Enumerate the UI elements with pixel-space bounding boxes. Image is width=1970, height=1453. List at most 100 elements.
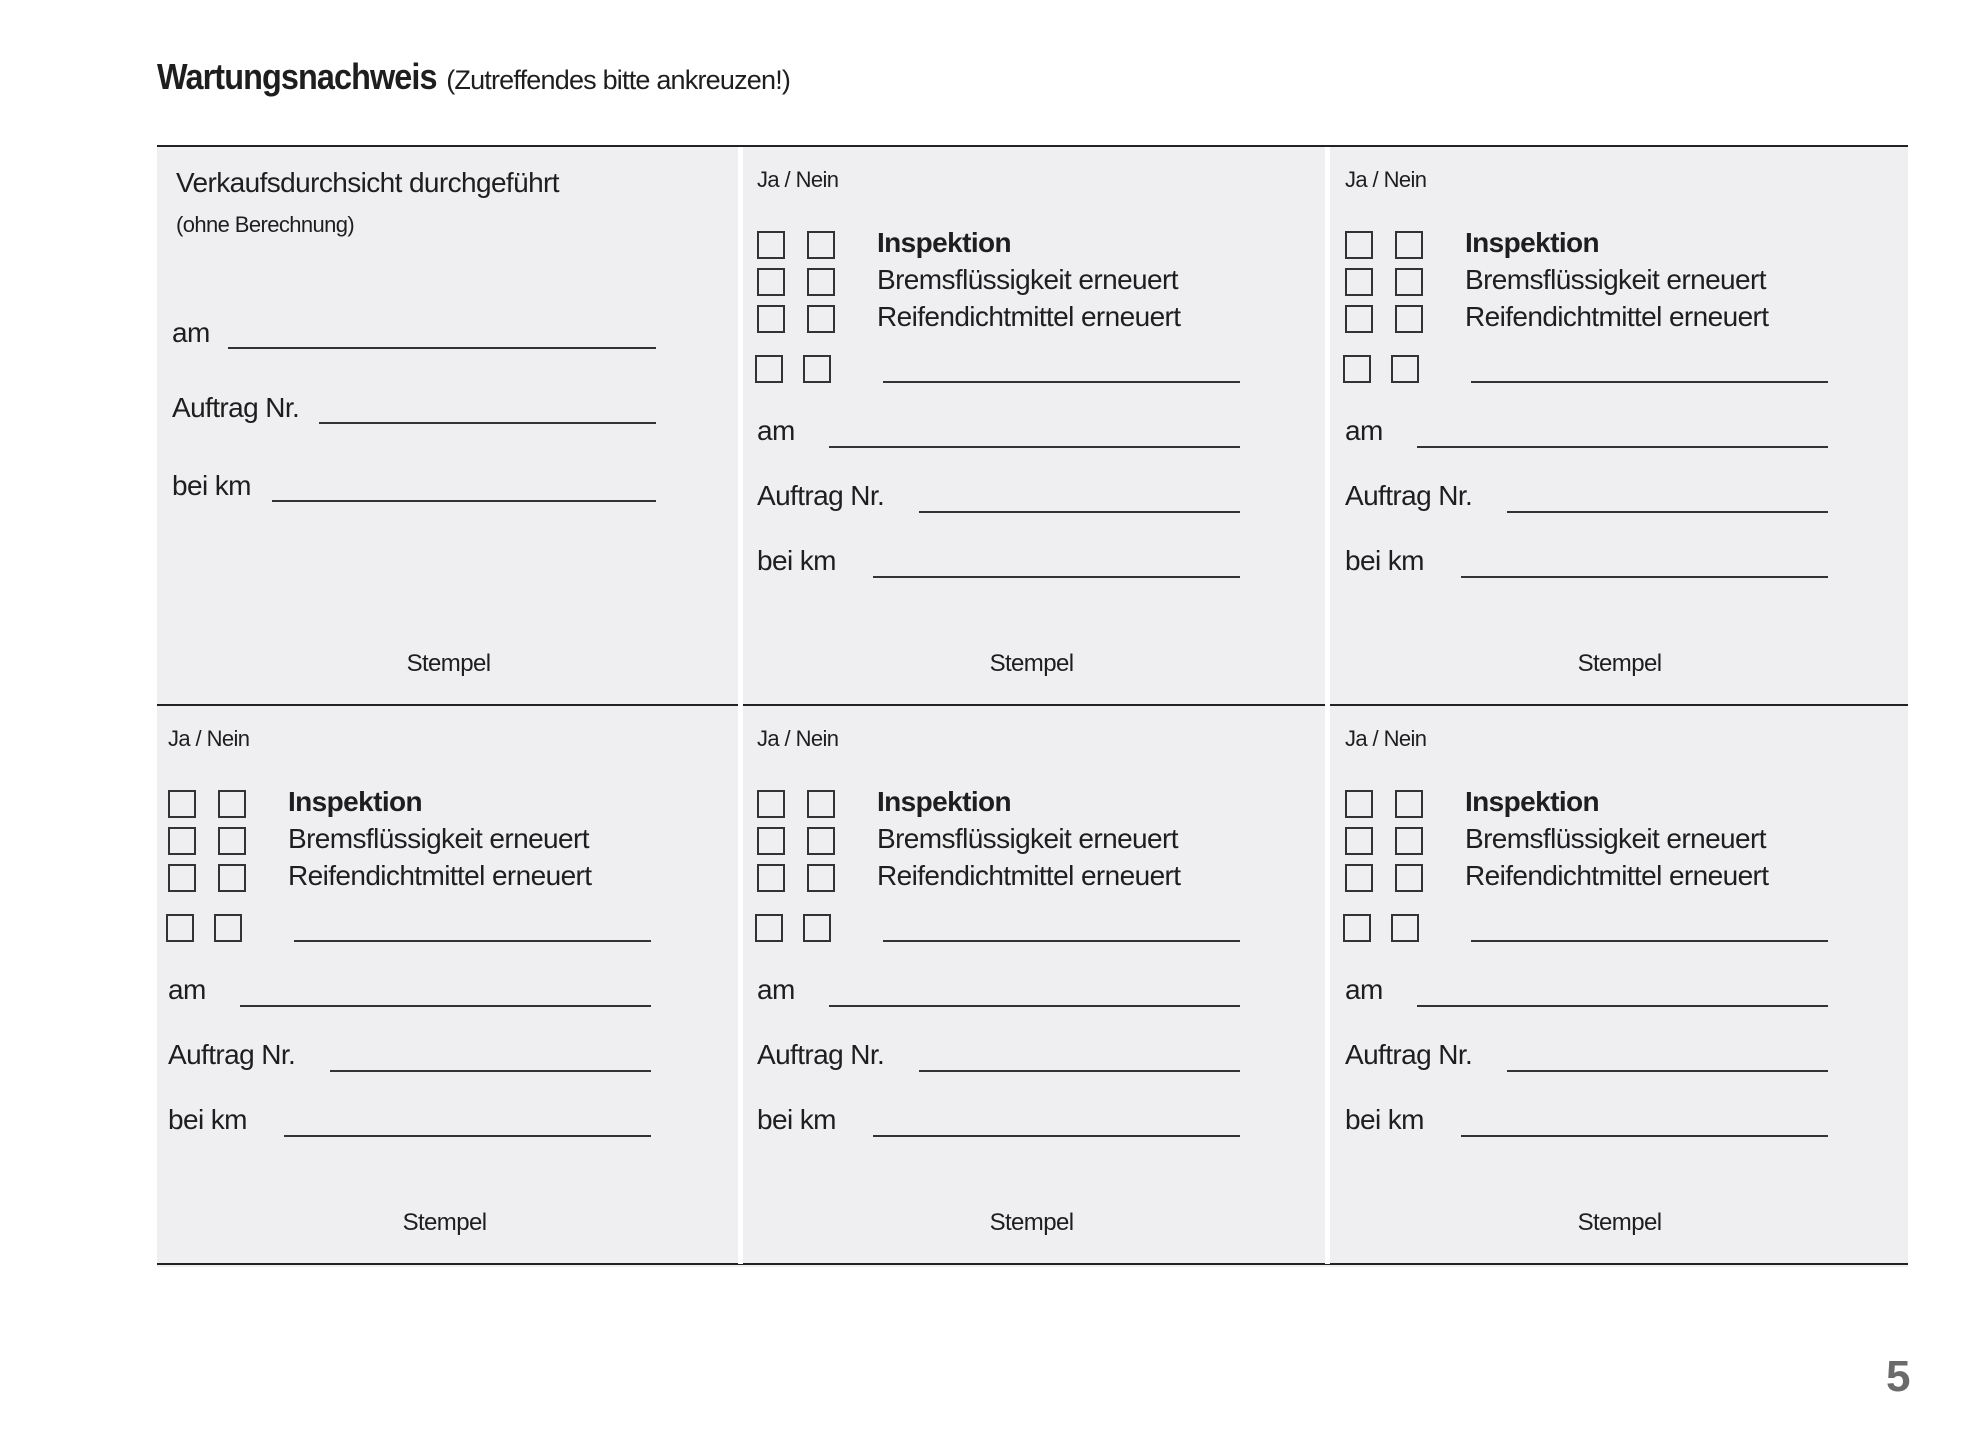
field-order-number-input[interactable]: [919, 1070, 1240, 1072]
checkbox-yes[interactable]: [757, 864, 785, 892]
other-item-input[interactable]: [1471, 940, 1828, 942]
field-label: bei km: [1345, 1104, 1424, 1135]
row-divider: [157, 704, 1908, 706]
item-label: Reifendichtmittel erneuert: [1465, 860, 1769, 891]
field-mileage-input[interactable]: [873, 576, 1240, 578]
stamp-label: Stempel: [406, 650, 491, 677]
service-cell: Ja / Nein Inspektion Bremsflüssigkeit erne…: [740, 706, 1323, 1263]
field-order-number-input[interactable]: [1507, 1070, 1828, 1072]
field-label: am: [757, 415, 795, 446]
field-mileage-input[interactable]: [873, 1135, 1240, 1137]
item-label: Inspektion: [1465, 227, 1600, 258]
field-label: am: [757, 974, 795, 1005]
checkbox-no-other[interactable]: [803, 914, 831, 942]
checkbox-yes[interactable]: [1345, 827, 1373, 855]
stamp-label: Stempel: [1577, 1209, 1662, 1236]
checkbox-no[interactable]: [1395, 864, 1423, 892]
field-label: bei km: [168, 1104, 247, 1135]
checkbox-no[interactable]: [1395, 305, 1423, 333]
checkbox-no-other[interactable]: [214, 914, 242, 942]
checkbox-no[interactable]: [807, 268, 835, 296]
field-label: Auftrag Nr.: [757, 1039, 885, 1070]
field-date-input[interactable]: [829, 446, 1240, 448]
checkbox-no-other[interactable]: [1391, 355, 1419, 383]
field-mileage-input[interactable]: [1461, 1135, 1828, 1137]
checkbox-no-other[interactable]: [1391, 914, 1419, 942]
checkbox-no[interactable]: [1395, 268, 1423, 296]
field-label: bei km: [757, 1104, 836, 1135]
other-item-input[interactable]: [1471, 381, 1828, 383]
checkbox-yes[interactable]: [168, 790, 196, 818]
field-date-input[interactable]: [1417, 1005, 1828, 1007]
field-order-number-input[interactable]: [1507, 511, 1828, 513]
service-cell: Ja / Nein Inspektion Bremsflüssigkeit erne…: [1328, 706, 1911, 1263]
field-label: bei km: [1345, 545, 1424, 576]
item-label: Reifendichtmittel erneuert: [877, 301, 1181, 332]
yes-no-header: Ja / Nein: [757, 726, 839, 751]
checkbox-yes-other[interactable]: [755, 355, 783, 383]
item-label: Reifendichtmittel erneuert: [1465, 301, 1769, 332]
field-mileage-input[interactable]: [1461, 576, 1828, 578]
item-label: Inspektion: [877, 227, 1012, 258]
checkbox-yes[interactable]: [757, 268, 785, 296]
field-label: am: [168, 974, 206, 1005]
stamp-label: Stempel: [402, 1209, 487, 1236]
other-item-input[interactable]: [294, 940, 651, 942]
checkbox-yes[interactable]: [757, 827, 785, 855]
checkbox-yes[interactable]: [757, 305, 785, 333]
field-order-number-input[interactable]: [330, 1070, 651, 1072]
checkbox-yes-other[interactable]: [755, 914, 783, 942]
other-item-input[interactable]: [883, 940, 1240, 942]
checkbox-no[interactable]: [218, 790, 246, 818]
maintenance-record-grid: [157, 145, 1908, 1267]
checkbox-yes[interactable]: [1345, 305, 1373, 333]
item-label: Reifendichtmittel erneuert: [877, 860, 1181, 891]
checkbox-yes[interactable]: [168, 864, 196, 892]
checkbox-no[interactable]: [1395, 827, 1423, 855]
checkbox-yes-other[interactable]: [166, 914, 194, 942]
other-item-input[interactable]: [883, 381, 1240, 383]
field-date-input[interactable]: [228, 347, 656, 349]
field-date-input[interactable]: [240, 1005, 651, 1007]
checkbox-no[interactable]: [1395, 790, 1423, 818]
item-label: Inspektion: [288, 786, 423, 817]
field-order-number-input[interactable]: [919, 511, 1240, 513]
cell-title: Verkaufsdurchsicht durchgeführt: [176, 167, 560, 198]
service-cell: Ja / Nein Inspektion Bremsflüssigkeit erne…: [157, 706, 740, 1263]
checkbox-no[interactable]: [807, 790, 835, 818]
field-mileage-input[interactable]: [284, 1135, 651, 1137]
checkbox-no[interactable]: [807, 864, 835, 892]
checkbox-no[interactable]: [218, 827, 246, 855]
checkbox-yes-other[interactable]: [1343, 914, 1371, 942]
checkbox-yes[interactable]: [1345, 864, 1373, 892]
field-mileage-input[interactable]: [272, 500, 656, 502]
item-label: Bremsflüssigkeit erneuert: [288, 823, 590, 854]
checkbox-yes[interactable]: [1345, 268, 1373, 296]
field-date-input[interactable]: [829, 1005, 1240, 1007]
field-label: Auftrag Nr.: [1345, 1039, 1473, 1070]
column-divider: [738, 147, 743, 1264]
field-date-input[interactable]: [1417, 446, 1828, 448]
checkbox-yes[interactable]: [757, 790, 785, 818]
field-label: bei km: [172, 470, 251, 501]
checkbox-yes[interactable]: [1345, 231, 1373, 259]
field-order-number-input[interactable]: [319, 422, 656, 424]
checkbox-yes[interactable]: [168, 827, 196, 855]
item-label: Bremsflüssigkeit erneuert: [877, 823, 1179, 854]
item-label: Bremsflüssigkeit erneuert: [1465, 264, 1767, 295]
checkbox-no[interactable]: [807, 305, 835, 333]
checkbox-yes[interactable]: [757, 231, 785, 259]
checkbox-no[interactable]: [807, 231, 835, 259]
field-label: Auftrag Nr.: [757, 480, 885, 511]
checkbox-yes[interactable]: [1345, 790, 1373, 818]
checkbox-no-other[interactable]: [803, 355, 831, 383]
yes-no-header: Ja / Nein: [168, 726, 250, 751]
yes-no-header: Ja / Nein: [1345, 726, 1427, 751]
item-label: Bremsflüssigkeit erneuert: [877, 264, 1179, 295]
field-label: Auftrag Nr.: [1345, 480, 1473, 511]
checkbox-no[interactable]: [1395, 231, 1423, 259]
checkbox-no[interactable]: [807, 827, 835, 855]
title-main: Wartungsnachweis: [157, 56, 438, 97]
checkbox-no[interactable]: [218, 864, 246, 892]
checkbox-yes-other[interactable]: [1343, 355, 1371, 383]
